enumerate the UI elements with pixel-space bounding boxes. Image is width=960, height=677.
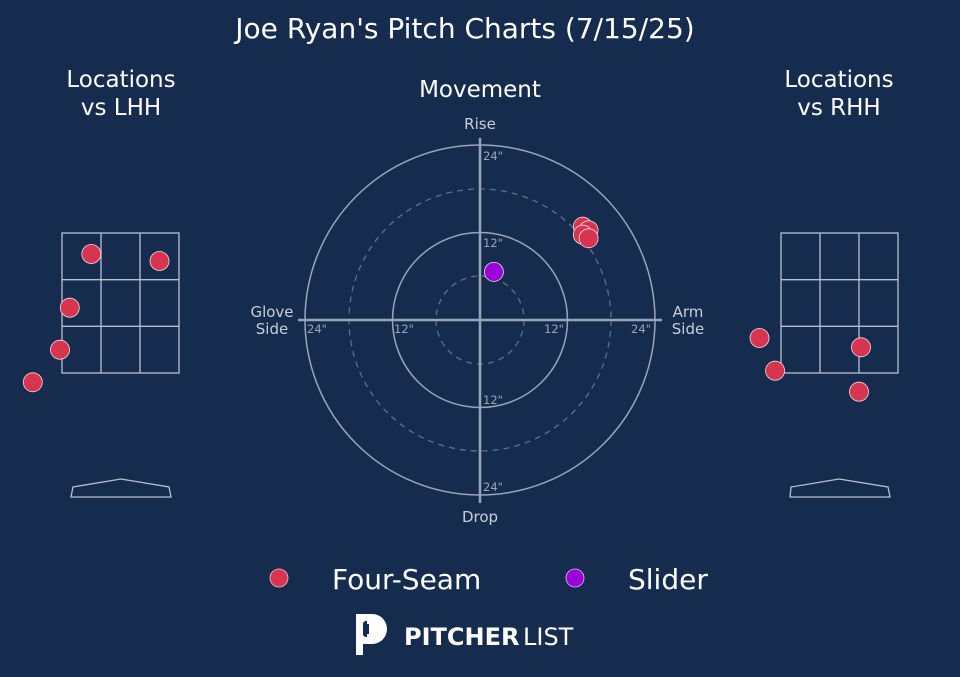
pitch-point-four-seam — [765, 360, 785, 381]
chart-title: Joe Ryan's Pitch Charts (7/15/25) — [233, 12, 694, 45]
lhh-title-line2: vs LHH — [81, 95, 161, 121]
movement-label-arm-side: Side — [672, 320, 704, 338]
pitcherlist-wordmark-bold: PITCHER — [404, 623, 519, 651]
rhh-title-line2: vs RHH — [797, 95, 880, 121]
legend-marker-slider — [565, 568, 585, 588]
legend: Four-Seam Slider — [269, 563, 708, 596]
pitcherlist-logo: PITCHER LIST — [356, 614, 574, 655]
ring-label-left-12: 12" — [394, 322, 414, 336]
ring-label-bottom-24: 24" — [483, 480, 503, 494]
movement-label-glove-side: Side — [256, 320, 288, 338]
movement-point-slider — [483, 261, 504, 282]
rhh-location-points — [749, 328, 871, 402]
pitch-point-four-seam — [851, 337, 871, 358]
pitch-point-four-seam — [50, 339, 70, 360]
lhh-location-points — [22, 244, 170, 393]
lhh-title-line1: Locations — [66, 67, 175, 93]
pitch-point-four-seam — [81, 244, 102, 264]
movement-label-glove: Glove — [250, 303, 293, 321]
pitcherlist-wordmark-light: LIST — [523, 623, 574, 651]
legend-label-four-seam: Four-Seam — [332, 563, 481, 596]
ring-label-bottom-12: 12" — [483, 393, 503, 407]
lhh-strike-zone — [61, 232, 180, 374]
movement-label-arm: Arm — [673, 303, 704, 321]
ring-label-right-12: 12" — [544, 322, 564, 336]
rhh-home-plate — [789, 478, 891, 498]
lhh-home-plate — [70, 478, 172, 498]
ring-label-right-24: 24" — [631, 322, 651, 336]
rhh-title-line1: Locations — [784, 67, 893, 93]
movement-label-rise: Rise — [464, 115, 496, 133]
rhh-strike-zone — [780, 232, 899, 374]
legend-marker-four-seam — [269, 568, 289, 588]
ring-label-top-24: 24" — [483, 149, 503, 163]
movement-ring-labels: 24" 12" 12" 24" 24" 12" 12" 24" — [307, 149, 651, 494]
movement-title: Movement — [419, 77, 541, 103]
pitch-point-four-seam — [59, 297, 80, 318]
movement-grid — [298, 138, 662, 503]
legend-label-slider: Slider — [628, 563, 708, 596]
movement-points — [483, 216, 599, 282]
pitch-point-four-seam — [849, 381, 869, 402]
pitch-point-four-seam — [22, 372, 43, 393]
ring-label-top-12: 12" — [483, 236, 503, 250]
movement-label-drop: Drop — [462, 508, 498, 526]
pitch-point-four-seam — [749, 328, 770, 348]
ring-label-left-24: 24" — [307, 322, 327, 336]
movement-point-four-seam — [578, 228, 599, 249]
pitch-point-four-seam — [149, 251, 170, 271]
